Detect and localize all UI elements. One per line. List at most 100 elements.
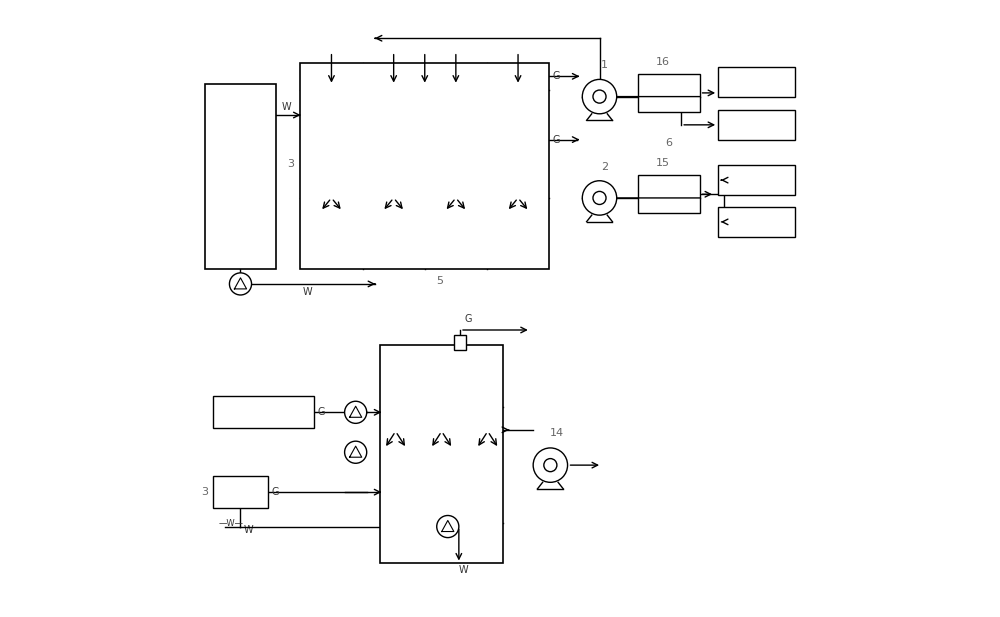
Circle shape (340, 154, 354, 168)
Bar (380, 346, 503, 563)
Circle shape (392, 133, 406, 146)
Circle shape (405, 154, 419, 168)
Text: 旋风除尘器: 旋风除尘器 (653, 88, 685, 98)
Circle shape (418, 133, 432, 146)
Circle shape (435, 496, 448, 510)
Circle shape (418, 154, 432, 168)
Circle shape (539, 246, 547, 254)
Circle shape (439, 246, 447, 254)
Circle shape (395, 470, 408, 483)
Circle shape (450, 246, 458, 254)
Text: 15: 15 (656, 158, 670, 168)
Circle shape (461, 246, 469, 254)
Circle shape (488, 443, 502, 457)
Circle shape (488, 510, 502, 523)
Circle shape (448, 443, 462, 457)
Text: 7: 7 (315, 209, 322, 218)
Circle shape (405, 176, 419, 189)
Bar (381, 444, 502, 523)
Circle shape (408, 457, 422, 470)
Circle shape (521, 111, 535, 125)
Circle shape (315, 90, 328, 104)
Circle shape (229, 273, 252, 295)
Circle shape (305, 246, 314, 254)
Text: 9: 9 (383, 531, 390, 541)
Circle shape (444, 176, 457, 189)
Circle shape (435, 510, 448, 523)
Circle shape (379, 111, 393, 125)
Circle shape (470, 154, 483, 168)
Circle shape (521, 154, 535, 168)
Circle shape (488, 470, 502, 483)
Circle shape (462, 483, 475, 496)
Text: 6: 6 (665, 138, 672, 147)
Text: ≈≈: ≈≈ (231, 107, 250, 117)
Circle shape (381, 510, 395, 523)
Text: MBBR池: MBBR池 (222, 487, 258, 497)
Circle shape (494, 246, 503, 254)
Circle shape (422, 496, 435, 510)
Circle shape (457, 90, 470, 104)
Circle shape (470, 90, 483, 104)
Bar (718, 165, 795, 195)
Circle shape (315, 154, 328, 168)
Text: 10: 10 (472, 365, 486, 375)
Circle shape (405, 133, 419, 146)
Circle shape (372, 246, 381, 254)
Circle shape (302, 111, 315, 125)
Circle shape (435, 457, 448, 470)
Text: 6: 6 (343, 73, 350, 83)
Bar (454, 335, 466, 350)
Circle shape (533, 448, 568, 482)
Circle shape (472, 246, 481, 254)
Circle shape (444, 90, 457, 104)
Text: W: W (458, 565, 468, 574)
Bar (300, 63, 549, 268)
Circle shape (381, 470, 395, 483)
Circle shape (544, 458, 557, 471)
Bar (718, 207, 795, 237)
Circle shape (448, 483, 462, 496)
Circle shape (416, 246, 425, 254)
Circle shape (457, 133, 470, 146)
Bar (718, 110, 795, 139)
Text: W: W (303, 287, 313, 297)
Bar (302, 91, 548, 189)
Text: 12: 12 (479, 491, 493, 501)
Circle shape (475, 510, 488, 523)
Circle shape (350, 246, 358, 254)
Circle shape (521, 133, 535, 146)
Circle shape (483, 154, 496, 168)
Circle shape (488, 457, 502, 470)
Text: W: W (243, 524, 253, 535)
Text: W: W (282, 102, 292, 112)
Circle shape (475, 496, 488, 510)
Circle shape (444, 111, 457, 125)
Circle shape (383, 246, 392, 254)
Circle shape (418, 111, 432, 125)
Text: 其它构筑物或机械设备: 其它构筑物或机械设备 (234, 407, 293, 417)
Circle shape (593, 90, 606, 103)
Circle shape (392, 90, 406, 104)
Bar (213, 476, 268, 508)
Circle shape (534, 176, 548, 189)
Circle shape (462, 496, 475, 510)
Circle shape (302, 133, 315, 146)
Circle shape (315, 111, 328, 125)
Circle shape (379, 90, 393, 104)
Circle shape (340, 90, 354, 104)
Circle shape (395, 457, 408, 470)
Circle shape (366, 111, 380, 125)
Circle shape (327, 176, 341, 189)
Circle shape (483, 133, 496, 146)
Text: 污泥脱水间: 污泥脱水间 (741, 77, 772, 87)
Text: 11: 11 (393, 417, 407, 427)
Circle shape (448, 470, 462, 483)
Circle shape (475, 443, 488, 457)
Circle shape (483, 176, 496, 189)
Circle shape (381, 443, 395, 457)
Circle shape (448, 457, 462, 470)
Circle shape (422, 443, 435, 457)
Circle shape (509, 111, 522, 125)
Circle shape (534, 133, 548, 146)
